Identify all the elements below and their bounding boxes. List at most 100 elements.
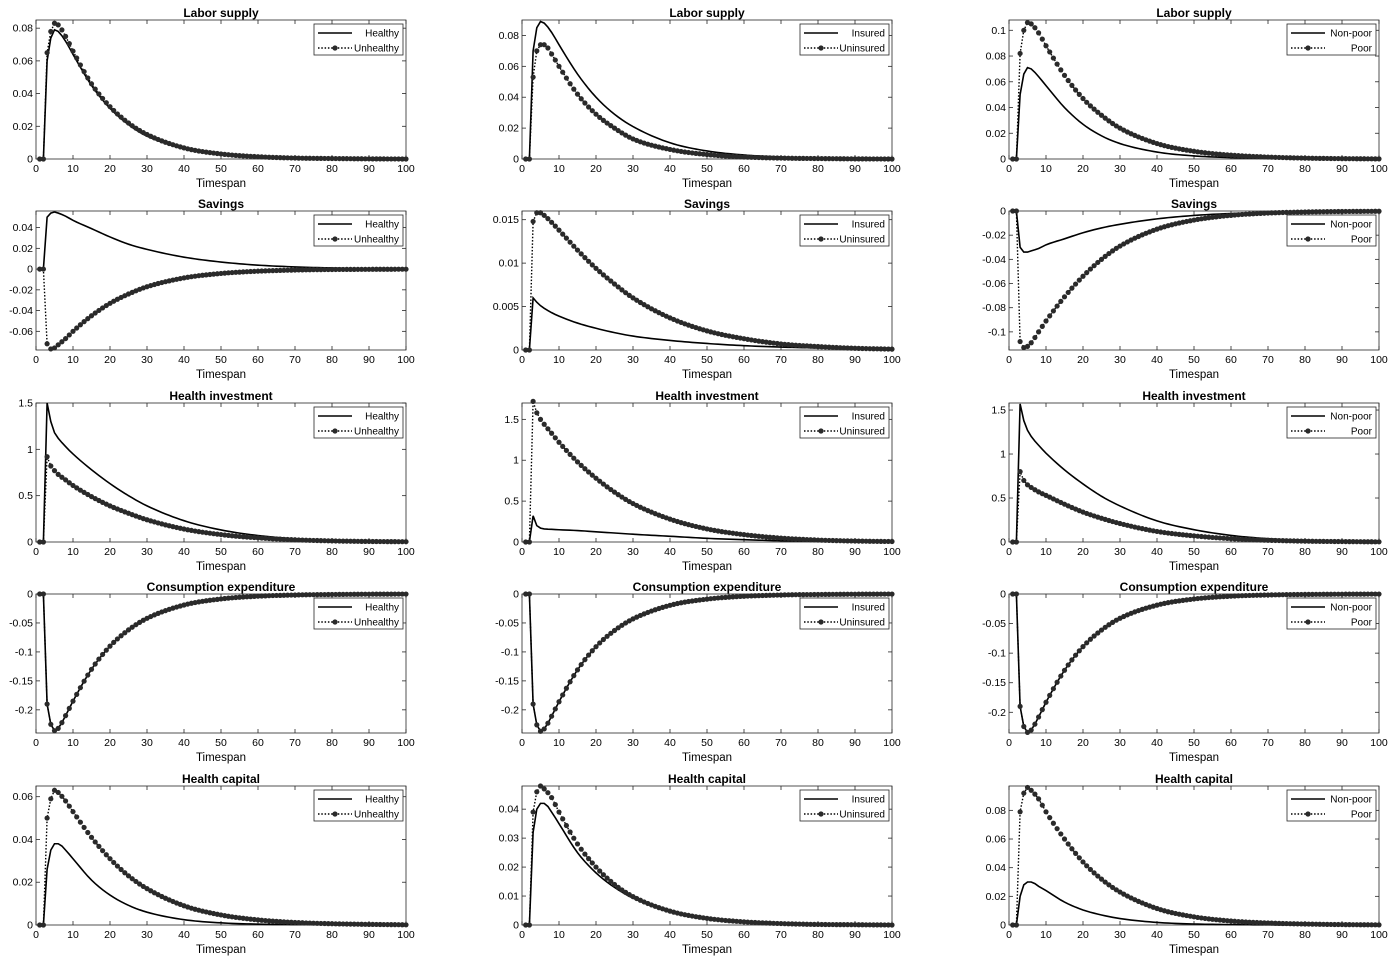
series-marker	[1024, 784, 1031, 791]
x-tick-label: 10	[67, 929, 79, 941]
series-marker	[793, 592, 799, 598]
y-tick-label: -0.15	[495, 675, 519, 687]
series-marker	[340, 921, 346, 927]
x-tick-label: 20	[590, 163, 602, 175]
series-marker	[734, 154, 740, 160]
series-marker	[552, 435, 558, 441]
series-marker	[1317, 921, 1323, 927]
series-marker	[347, 591, 354, 597]
series-marker	[1350, 922, 1356, 928]
series-marker	[560, 443, 566, 450]
x-tick-label: 30	[627, 737, 639, 749]
series-marker	[1069, 82, 1075, 88]
series-marker	[370, 591, 376, 597]
x-tick-label: 50	[215, 546, 227, 558]
series-marker	[70, 698, 76, 704]
legend-label: Poor	[1351, 235, 1373, 246]
series-marker	[1372, 922, 1378, 928]
series-marker	[392, 922, 398, 928]
y-tick-label: -0.1	[988, 326, 1006, 338]
series-marker	[745, 919, 751, 925]
series-marker	[251, 268, 257, 274]
series-marker	[1036, 714, 1042, 720]
x-tick-label: 60	[252, 354, 264, 366]
legend-box	[313, 789, 404, 822]
legend-label: Unhealthy	[354, 44, 399, 55]
series-marker	[1091, 263, 1097, 269]
subplot-title: Health investment	[655, 389, 758, 403]
y-tick-label: 0.1	[991, 25, 1006, 37]
series-marker	[763, 920, 769, 926]
series-marker	[1254, 154, 1260, 160]
series-marker	[1032, 334, 1038, 341]
legend-label: Non-poor	[1330, 220, 1372, 231]
series-marker	[1084, 99, 1090, 105]
series-marker	[1028, 727, 1034, 733]
x-tick-label: 0	[519, 354, 525, 366]
series-marker	[325, 266, 331, 273]
series-marker	[1350, 208, 1356, 214]
legend-label: Uninsured	[839, 235, 885, 246]
series-marker	[756, 154, 762, 161]
series-marker	[611, 281, 618, 287]
x-tick-label: 90	[849, 737, 861, 749]
legend-label: Poor	[1351, 44, 1373, 55]
series-marker	[1224, 593, 1230, 599]
series-marker	[359, 538, 365, 544]
series-marker	[255, 593, 261, 599]
legend-box	[313, 23, 404, 56]
x-tick-label: 80	[326, 354, 338, 366]
legend-label: Insured	[852, 220, 885, 231]
series-marker	[800, 155, 806, 161]
series-marker	[1091, 870, 1097, 876]
series-marker	[1272, 154, 1278, 160]
series-marker	[48, 28, 54, 35]
series-marker	[1357, 156, 1364, 162]
series-marker	[399, 156, 405, 162]
series-marker	[396, 539, 402, 545]
series-marker	[870, 591, 877, 597]
series-marker	[523, 922, 529, 928]
series-marker	[722, 594, 729, 600]
series-marker	[129, 624, 135, 630]
x-axis-label: Timespan	[196, 561, 246, 573]
series-marker	[1021, 27, 1027, 33]
series-marker	[1010, 156, 1016, 162]
series-marker	[841, 538, 847, 544]
legend: Healthy Unhealthy	[313, 789, 404, 822]
x-tick-label: 60	[738, 929, 750, 941]
series-marker	[800, 921, 806, 927]
series-marker	[351, 921, 357, 927]
x-tick-label: 20	[1077, 929, 1089, 941]
x-tick-label: 100	[1370, 929, 1388, 941]
x-tick-label: 60	[252, 737, 264, 749]
x-axis-label: Timespan	[682, 561, 732, 573]
series-marker	[336, 155, 342, 162]
legend: Insured Uninsured	[799, 789, 890, 822]
y-tick-label: 0.06	[13, 55, 34, 67]
series-marker	[1246, 592, 1253, 599]
series-marker	[129, 123, 135, 129]
series-marker	[615, 625, 621, 631]
series-marker	[778, 920, 784, 927]
series-marker	[322, 266, 328, 273]
series-marker	[845, 591, 851, 597]
series-marker	[882, 922, 888, 928]
x-axis-label: Timespan	[1169, 369, 1219, 381]
series-marker	[1110, 884, 1116, 891]
y-tick-label: 1.5	[18, 398, 33, 410]
legend-label: Non-poor	[1330, 795, 1372, 806]
legend-marker	[332, 428, 338, 434]
series-marker	[789, 342, 795, 348]
series-marker	[1309, 209, 1315, 215]
series-marker	[392, 591, 398, 597]
series-marker	[571, 86, 577, 92]
series-marker	[377, 538, 383, 545]
series-marker	[1283, 155, 1290, 161]
series-marker	[878, 591, 884, 597]
series-marker	[541, 212, 547, 218]
x-tick-label: 40	[664, 737, 676, 749]
x-tick-label: 80	[812, 929, 824, 941]
series-marker	[530, 701, 536, 707]
series-marker	[1217, 594, 1223, 600]
